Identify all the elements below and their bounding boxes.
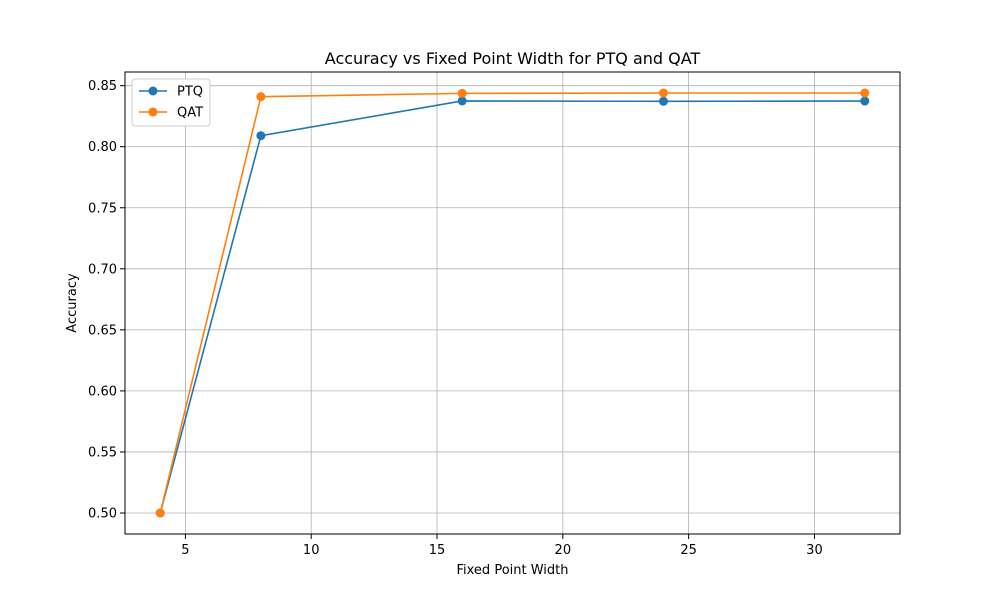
y-tick-label: 0.80: [88, 140, 117, 155]
y-tick-label: 0.75: [88, 201, 117, 216]
data-point-qat: [860, 88, 870, 98]
legend-label-ptq: PTQ: [177, 85, 203, 100]
legend-label-qat: QAT: [177, 106, 203, 121]
plot-frame: [124, 71, 901, 535]
data-point-qat: [155, 508, 165, 518]
legend: PTQ QAT: [131, 78, 211, 127]
data-point-ptq: [860, 96, 870, 106]
data-point-ptq: [457, 96, 467, 106]
axis-ticks: 5 10 15 20 25 30 0.50 0.55 0.60 0.65 0.70 0.75 0.80 0…: [88, 79, 823, 558]
x-tick-label: 20: [555, 543, 572, 558]
data-point-qat: [256, 92, 266, 102]
x-tick-label: 10: [303, 543, 320, 558]
data-point-ptq: [256, 131, 266, 141]
y-tick-label: 0.50: [88, 507, 117, 522]
data-point-ptq: [658, 96, 668, 106]
y-axis-label: Accuracy: [65, 273, 80, 333]
x-tick-label: 5: [181, 543, 189, 558]
y-tick-label: 0.85: [88, 79, 117, 94]
y-tick-label: 0.55: [88, 445, 117, 460]
y-tick-label: 0.70: [88, 262, 117, 277]
x-tick-label: 15: [429, 543, 446, 558]
legend-marker-qat: [148, 107, 158, 117]
y-tick-label: 0.65: [88, 323, 117, 338]
chart-title: Accuracy vs Fixed Point Width for PTQ an…: [325, 49, 701, 68]
x-tick-label: 25: [680, 543, 697, 558]
x-tick-label: 30: [806, 543, 823, 558]
data-point-qat: [457, 88, 467, 98]
series-lines: [155, 88, 870, 518]
x-axis-label: Fixed Point Width: [457, 563, 569, 578]
grid: [125, 72, 900, 534]
data-point-qat: [658, 88, 668, 98]
legend-marker-ptq: [148, 86, 158, 96]
y-tick-label: 0.60: [88, 384, 117, 399]
